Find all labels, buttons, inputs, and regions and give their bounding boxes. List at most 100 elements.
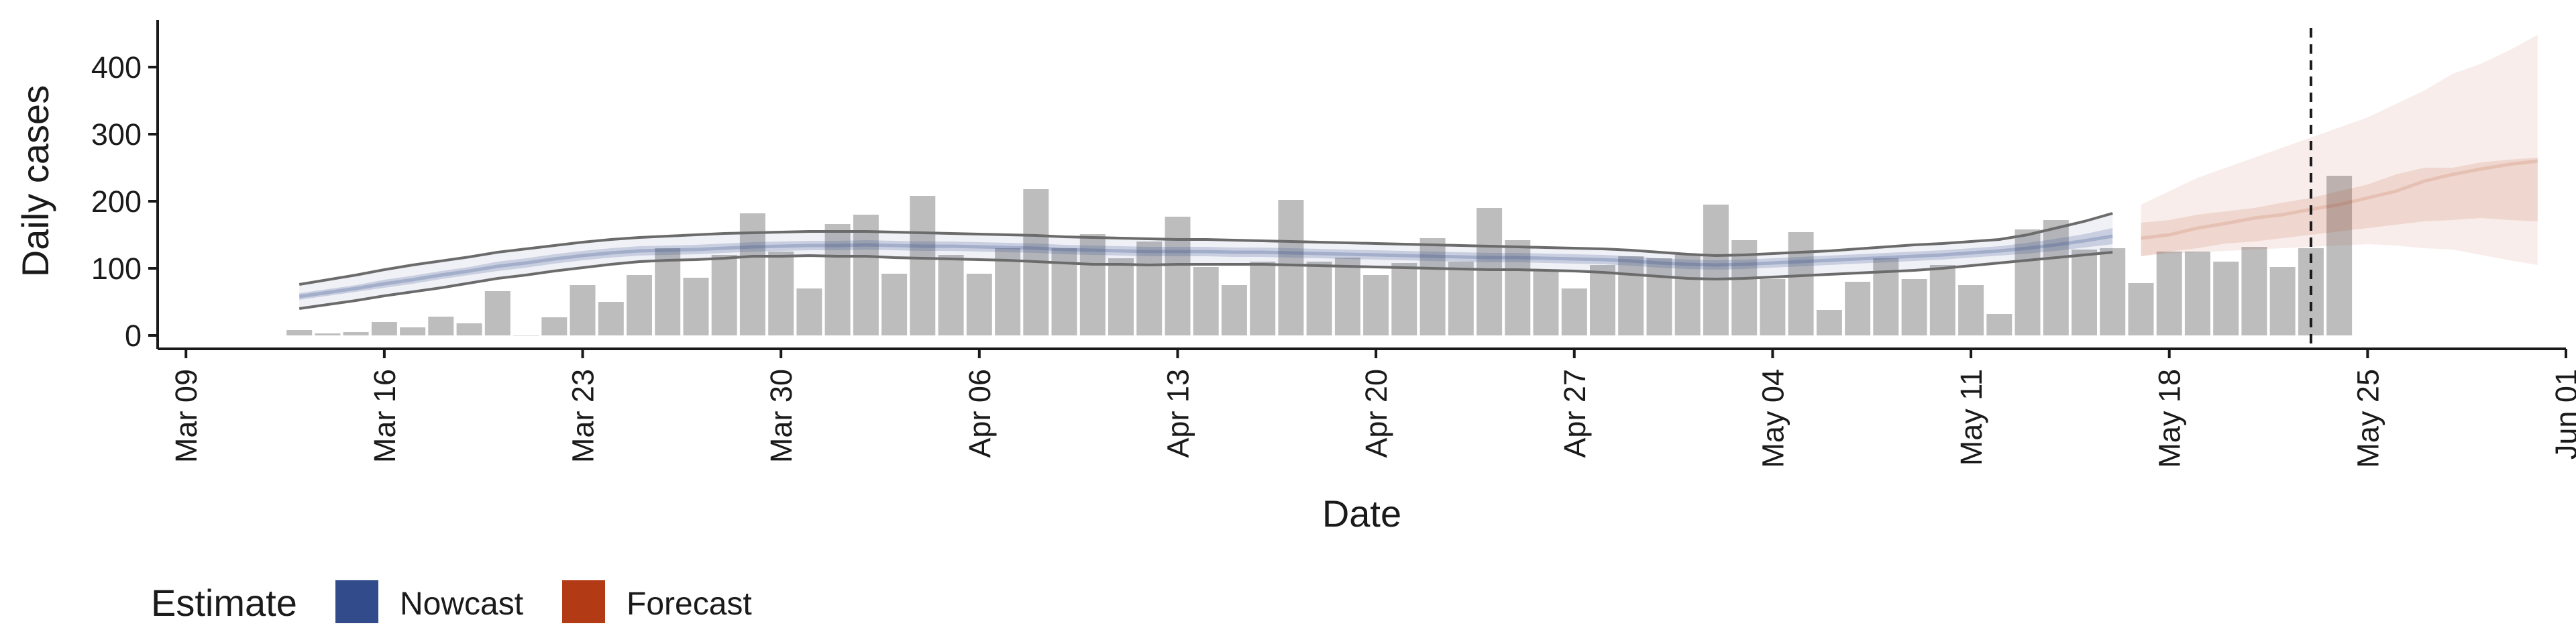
x-tick-label: Mar 30 [764,369,798,463]
case-bar [1760,279,1786,335]
x-axis-title: Date [1322,492,1401,535]
y-tick-label: 300 [91,117,142,152]
case-bar [1363,275,1389,335]
case-bar [2241,247,2267,335]
case-bar [456,323,482,335]
case-bar [513,335,539,336]
nowcast-upper-line [299,212,2113,286]
estimate-bands [299,35,2538,309]
case-bar [1674,255,1701,335]
case-bar [2326,176,2353,335]
x-tick-label: Mar 23 [566,369,600,463]
case-bar [371,322,397,335]
case-bar [2213,262,2239,335]
forecast-inner-band [2141,158,2538,256]
case-bar [1448,262,1474,335]
axes: 0 100 200 300 400 Mar 09 Mar 16 Mar 23 Mar 30 Apr… [91,20,2576,468]
case-bar [1193,267,1219,335]
case-bar [768,252,794,335]
case-bar [995,248,1021,335]
reported-cases-bars [286,176,2353,336]
case-bar [2184,252,2210,335]
x-tick-label: May 11 [1954,369,1988,466]
y-axis-title: Daily cases [14,85,56,277]
estimate-lines [299,28,2538,349]
forecast-outer-band [2141,35,2538,265]
legend: Estimate Nowcast Forecast [151,580,752,624]
case-bar [598,302,624,335]
x-tick-label: May 04 [1756,369,1790,468]
case-bar [2043,220,2069,335]
case-bar [400,327,426,335]
case-bar [881,274,908,335]
case-bar [1590,265,1615,335]
case-bar [428,317,454,335]
case-bar [1250,262,1276,335]
case-bar [1986,314,2012,335]
case-bar [2269,267,2296,335]
case-bar [1788,232,1814,335]
x-tick-label: Jun 01 [2549,369,2576,460]
x-tick-label: May 18 [2153,369,2187,468]
case-bar [824,224,851,335]
case-bar [627,275,652,335]
case-bar [1221,285,1247,335]
case-bar [484,291,511,335]
case-bar [938,255,964,335]
case-bar [853,215,879,335]
case-bar [1391,263,1417,335]
x-tick-label: Apr 27 [1558,369,1592,458]
case-bar [1334,258,1360,335]
y-tick-label: 400 [91,50,142,85]
case-bar [1505,240,1531,335]
legend-label-forecast: Forecast [627,586,752,622]
case-bar [315,333,341,335]
case-bar [1278,200,1304,335]
case-bar [2128,283,2154,335]
legend-title: Estimate [151,582,297,624]
x-tick-label: Mar 16 [368,369,402,463]
nowcast-mean-line [299,234,2113,299]
case-bar [1646,258,1672,335]
x-tick-label: Apr 20 [1359,369,1393,458]
case-bar [1618,256,1644,335]
case-bar [541,317,568,335]
case-bar [1306,262,1332,335]
legend-swatch-nowcast [335,580,378,623]
case-bar [1929,265,1955,335]
case-bar [1958,285,1984,335]
case-bar [1165,217,1191,335]
case-bar [2156,252,2182,335]
case-bar [683,278,709,335]
x-tick-label: Apr 06 [963,369,997,458]
nowcast-inner-band [299,228,2113,300]
case-bar [711,255,737,335]
case-bar [1561,288,1587,335]
case-bar [1419,238,1446,335]
case-bar [910,196,936,335]
nowcast-lower-line [299,251,2113,310]
case-bar [2015,229,2041,335]
nowcast-outer-band [299,213,2113,309]
x-tick-label: Mar 09 [169,369,203,463]
case-bar [1533,270,1559,335]
case-bar [796,288,822,335]
y-tick-label: 0 [125,319,142,353]
case-bar [1136,241,1163,335]
legend-swatch-forecast [562,580,605,623]
case-bar [2100,248,2126,335]
case-bar [1816,310,1842,335]
case-bar [1079,234,1106,335]
case-bar [966,274,992,335]
legend-label-nowcast: Nowcast [400,586,523,622]
y-tick-label: 100 [91,252,142,286]
case-bar [1108,258,1134,335]
forecast-mean-line [2141,159,2538,240]
case-bar [1703,205,1729,335]
case-bar [1845,282,1871,335]
case-bar [343,332,369,335]
case-bar [1901,279,1927,335]
case-bar [570,285,596,335]
y-tick-label: 200 [91,184,142,219]
